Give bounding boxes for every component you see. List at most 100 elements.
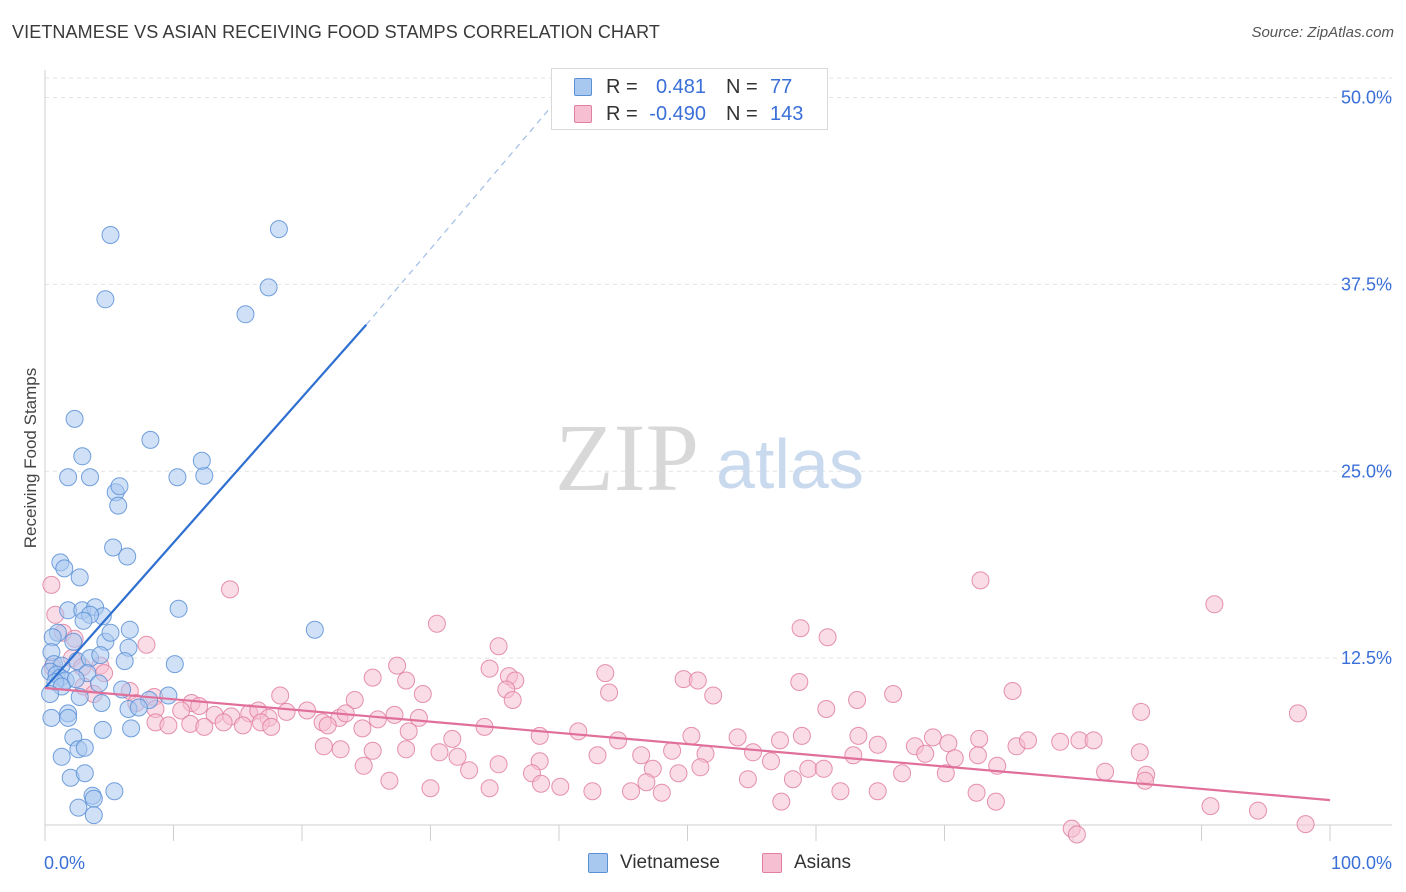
legend-swatch-vietnamese [588,853,608,873]
point-asians [1201,797,1220,816]
point-asians [744,743,762,762]
point-asians [489,755,508,774]
point-asians [791,619,810,638]
point-asians [353,719,372,738]
point-asians [968,746,987,765]
point-asians [1296,815,1315,834]
point-asians [221,580,239,599]
point-vietnamese [74,611,93,630]
point-asians [233,716,252,735]
point-vietnamese [269,220,288,239]
point-asians [314,737,333,756]
point-asians [480,779,499,798]
point-asians [1019,731,1037,750]
point-vietnamese [92,694,111,712]
trend-line-vietnamese [44,324,368,689]
point-asians [1130,743,1149,762]
tick-labels: 12.5% 25.0% 37.5% 50.0% 0.0% 100.0% [44,88,1392,874]
point-asians [385,705,404,724]
point-asians [42,575,61,594]
point-asians [771,731,789,750]
point-vietnamese [65,409,84,428]
point-asians [532,774,550,793]
point-asians [848,691,867,709]
point-asians [1136,771,1154,790]
point-asians [790,673,809,691]
watermark-zip: ZIP [555,404,699,511]
point-vietnamese [105,782,124,801]
point-asians [363,741,382,760]
point-asians [480,659,499,678]
point-asians [923,728,942,747]
legend-n-value: 77 [770,75,793,98]
point-asians [831,782,850,801]
point-asians [354,756,373,775]
point-asians [318,716,337,735]
point-asians [936,764,955,783]
x-tick-label: 100.0% [1331,853,1392,873]
point-asians [971,571,990,590]
point-asians [818,628,837,647]
point-asians [986,792,1005,811]
legend-r-label: R = [606,75,638,98]
point-asians [399,722,418,741]
point-asians [682,726,701,745]
point-asians [849,726,868,745]
point-vietnamese [43,628,62,647]
point-asians [596,664,615,683]
series-asians-points [42,571,1315,844]
point-asians [569,722,588,741]
point-vietnamese [64,632,83,651]
point-asians [1249,801,1267,820]
point-asians [799,759,818,778]
point-vietnamese [236,305,255,324]
point-asians [814,759,833,778]
point-asians [967,783,986,802]
point-asians [159,716,178,735]
point-asians [772,792,791,811]
point-asians [669,764,688,783]
legend-n-label: N = [726,75,758,98]
legend-swatch-asians [574,105,592,123]
point-vietnamese [84,789,103,808]
point-vietnamese [101,226,120,244]
point-asians [868,782,887,801]
legend-item-asians: Asians [762,852,851,874]
point-vietnamese [52,747,71,766]
point-vietnamese [122,719,141,738]
point-asians [397,671,416,690]
legend-swatch-asians [762,853,782,873]
point-asians [1067,825,1086,844]
legend-row-asians: R = -0.490 N = 143 [574,101,803,127]
point-asians [704,686,723,705]
point-vietnamese [81,468,99,487]
point-vietnamese [93,720,112,739]
legend-n-label: N = [726,102,758,125]
point-vietnamese [42,708,61,727]
y-tick-label: 50.0% [1341,88,1392,108]
legend-n-value: 143 [770,102,804,125]
y-tick-label: 12.5% [1341,648,1392,668]
point-asians [817,700,836,718]
point-asians [844,746,863,765]
point-vietnamese [101,623,120,642]
point-vietnamese [129,698,148,717]
point-vietnamese [118,547,137,566]
point-vietnamese [168,468,187,487]
chart-title: VIETNAMESE VS ASIAN RECEIVING FOOD STAMP… [12,22,661,42]
point-asians [691,758,710,777]
point-vietnamese [120,620,139,639]
point-vietnamese [165,655,184,674]
point-vietnamese [70,688,89,706]
point-asians [1096,762,1115,781]
point-asians [970,729,989,748]
point-asians [945,749,964,768]
point-asians [195,717,214,736]
legend-label-vietnamese: Vietnamese [620,852,720,873]
point-asians [939,734,958,753]
trend-lines [44,97,1331,802]
point-asians [868,735,887,754]
point-asians [380,771,399,790]
point-asians [137,635,156,654]
